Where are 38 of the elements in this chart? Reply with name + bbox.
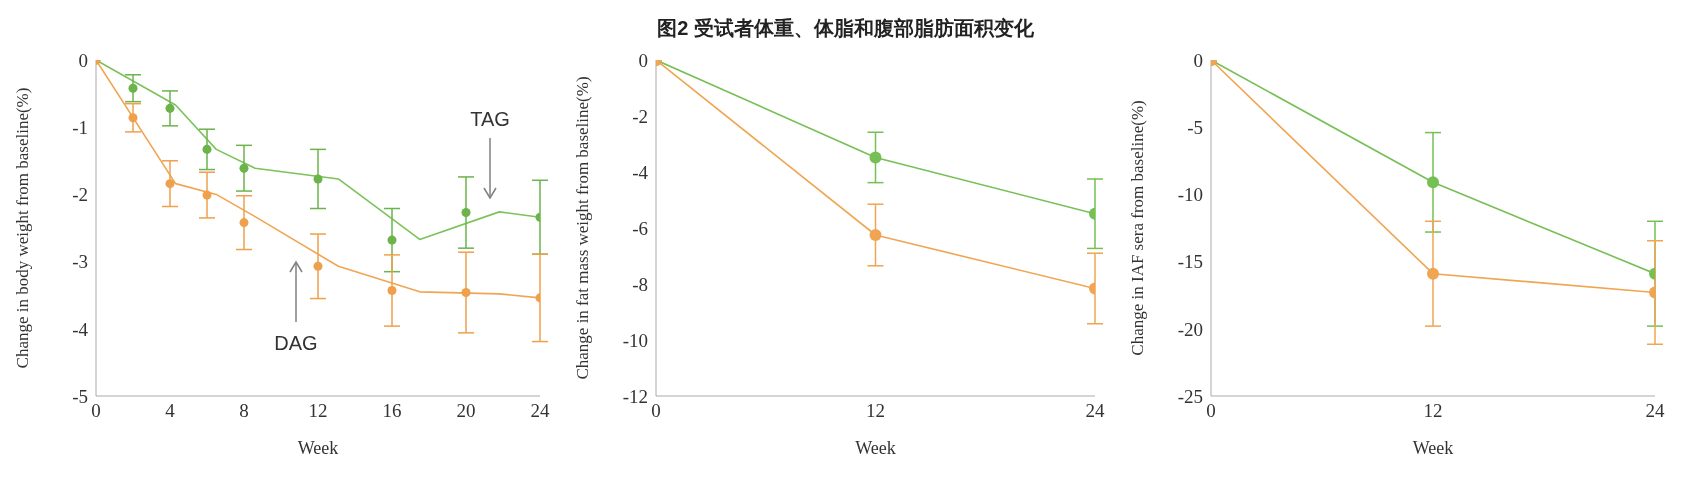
y-tick-label: -3 (72, 251, 88, 273)
y-axis-title: Change in body weight from baseline(%) (13, 87, 33, 369)
x-tick-label: 12 (1423, 400, 1443, 422)
x-tick-label: 24 (1645, 400, 1665, 422)
chart-title: 图2 受试者体重、体脂和腹部脂肪面积变化 (656, 16, 1035, 41)
y-tick-label: 0 (78, 49, 88, 71)
y-tick-label: -6 (632, 217, 648, 239)
x-tick-label: 20 (456, 400, 476, 422)
y-tick-label: -5 (1187, 116, 1203, 138)
annotation: DAG (274, 332, 318, 354)
x-axis-title: Week (297, 438, 339, 458)
y-axis-title: Change in fat mass weight from baseline(%) (573, 76, 593, 380)
x-tick-label: 8 (239, 400, 249, 422)
y-tick-label: -1 (72, 116, 88, 138)
y-tick-label: -4 (72, 318, 89, 340)
x-tick-label: 12 (308, 400, 328, 422)
y-tick-label: -10 (1177, 184, 1203, 206)
y-tick-label: -5 (72, 385, 88, 407)
x-tick-label: 4 (165, 400, 176, 422)
x-axis-title: Week (1412, 438, 1454, 458)
y-tick-label: -10 (622, 329, 648, 351)
annotation: TAG (470, 108, 510, 130)
y-tick-label: -2 (632, 105, 648, 127)
x-tick-label: 12 (866, 400, 885, 422)
y-tick-label: -25 (1177, 385, 1203, 407)
y-tick-label: -4 (632, 161, 649, 183)
x-tick-label: 24 (1085, 400, 1105, 422)
x-tick-label: 24 (530, 400, 550, 422)
y-tick-label: -12 (622, 385, 648, 407)
x-tick-label: 16 (382, 400, 402, 422)
y-tick-label: -15 (1177, 251, 1203, 273)
y-tick-label: -2 (72, 184, 88, 206)
x-axis-title: Week (855, 438, 896, 458)
y-tick-label: -8 (632, 273, 648, 295)
y-axis-title: Change in IAF sera from baseline(%) (1128, 100, 1148, 356)
y-tick-label: 0 (1193, 49, 1203, 71)
y-tick-label: -20 (1177, 318, 1203, 340)
y-tick-label: 0 (638, 49, 648, 71)
